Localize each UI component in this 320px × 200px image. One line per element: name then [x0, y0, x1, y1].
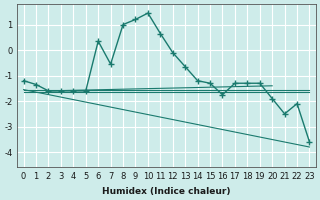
X-axis label: Humidex (Indice chaleur): Humidex (Indice chaleur) [102, 187, 231, 196]
